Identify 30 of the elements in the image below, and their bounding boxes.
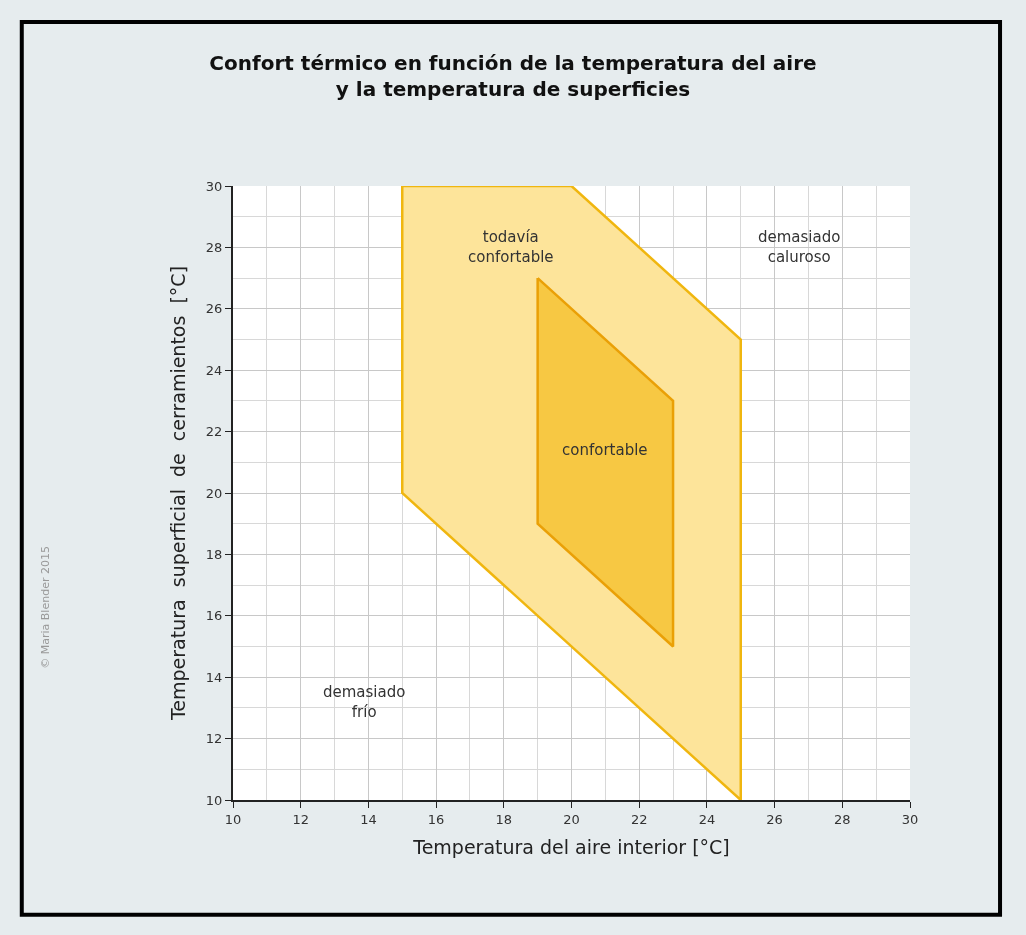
x-tick-label: 18 bbox=[495, 811, 513, 827]
y-tick-label: 24 bbox=[205, 362, 223, 378]
y-tick-label: 16 bbox=[205, 608, 223, 624]
x-tick-label: 28 bbox=[834, 811, 851, 827]
y-tick-label: 22 bbox=[205, 424, 223, 440]
annotation: demasiado frío bbox=[323, 683, 406, 721]
x-tick-label: 10 bbox=[224, 811, 242, 827]
y-tick-label: 20 bbox=[205, 485, 223, 501]
y-tick-label: 28 bbox=[205, 239, 223, 255]
y-tick-label: 26 bbox=[205, 301, 223, 317]
x-axis-title: Temperatura del aire interior [°C] bbox=[412, 835, 730, 858]
x-tick-label: 20 bbox=[563, 811, 580, 827]
y-tick-label: 10 bbox=[205, 792, 223, 808]
x-tick-label: 24 bbox=[698, 811, 716, 827]
y-tick-label: 30 bbox=[205, 178, 223, 194]
y-tick-label: 14 bbox=[205, 669, 223, 685]
x-tick-label: 22 bbox=[630, 811, 648, 827]
text: © Maria Blender 2015 bbox=[38, 546, 52, 669]
x-tick-label: 12 bbox=[292, 811, 309, 827]
x-tick-label: 16 bbox=[427, 811, 445, 827]
x-tick-label: 26 bbox=[766, 811, 783, 827]
y-axis-title: Temperatura superficial de cerramientos [°C] bbox=[167, 265, 190, 722]
annotation: todavía confortable bbox=[468, 228, 554, 266]
chart-title: Confort térmico en función de la temperatura del aire y la temperatura de superficies bbox=[209, 51, 817, 102]
annotation: demasiado caluroso bbox=[758, 228, 841, 266]
y-tick-label: 18 bbox=[205, 546, 223, 562]
annotation: confortable bbox=[562, 441, 648, 459]
y-tick-label: 12 bbox=[205, 731, 223, 747]
x-tick-label: 14 bbox=[360, 811, 377, 827]
x-tick-label: 30 bbox=[901, 811, 919, 827]
